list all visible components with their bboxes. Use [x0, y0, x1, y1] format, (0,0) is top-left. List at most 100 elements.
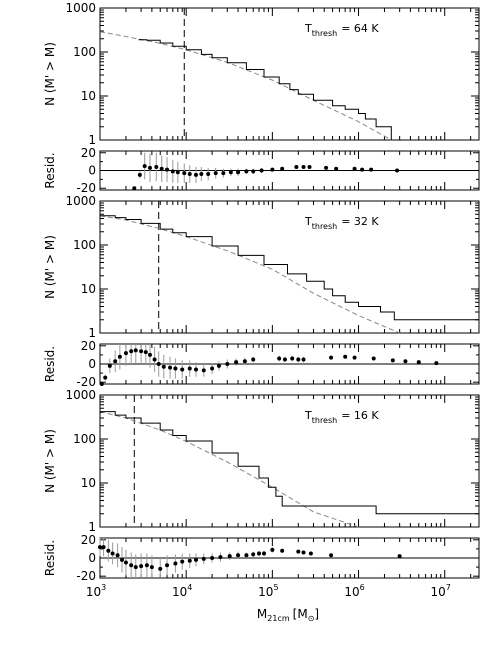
residual-point	[129, 563, 134, 568]
residual-point	[119, 557, 124, 562]
residual-point	[257, 551, 262, 556]
y-axis-label: N (M' > M)	[43, 235, 57, 299]
main-frame	[99, 394, 480, 528]
residual-point	[139, 349, 144, 354]
residual-point	[270, 547, 275, 552]
residual-point	[149, 565, 154, 570]
residual-plot: 20 0 -20 Resid.	[43, 146, 480, 195]
y-axis-label: N (M' > M)	[43, 42, 57, 106]
annotation-sub: thresh	[312, 29, 337, 38]
x-tick-base: 10	[172, 585, 187, 599]
residual-point	[106, 548, 111, 553]
resid-y-tick-label: 20	[81, 339, 96, 353]
resid-y-tick-label: 20	[81, 146, 96, 160]
residual-point	[110, 551, 115, 556]
residual-point	[123, 560, 128, 565]
residual-point	[244, 169, 249, 174]
annotation-sub: thresh	[312, 222, 337, 231]
panel-annotation: Tthresh = 16 K	[304, 409, 379, 425]
residual-point	[251, 357, 256, 362]
x-axis-label-sub: 21cm	[267, 614, 290, 623]
residual-point	[142, 164, 147, 169]
residual-point	[282, 357, 287, 362]
panel-3: 1 10 100 1000 N (M' > M) Tthresh = 16 K 20 0 -20 R…	[43, 388, 480, 599]
residual-point	[210, 556, 215, 560]
x-tick-base: 10	[258, 585, 273, 599]
residual-point	[343, 354, 348, 359]
residual-point	[187, 558, 192, 563]
residual-point	[132, 186, 137, 191]
residual-point	[144, 563, 149, 568]
residual-point	[182, 171, 187, 176]
main-frame	[99, 7, 480, 141]
residual-point	[390, 358, 395, 363]
residual-point	[225, 362, 230, 366]
y-tick-label: 100	[73, 432, 96, 446]
panel-annotation: Tthresh = 32 K	[304, 215, 379, 231]
residual-point	[117, 354, 122, 359]
resid-axis-label: Resid.	[43, 540, 57, 576]
residual-point	[180, 367, 185, 372]
residual-point	[165, 167, 170, 172]
residual-point	[216, 363, 221, 368]
fit-curve	[99, 31, 392, 141]
residual-point	[101, 545, 106, 550]
residual-point	[123, 351, 128, 356]
residual-point	[236, 170, 241, 175]
residual-point	[173, 366, 178, 371]
x-axis-label-unit: [M	[293, 607, 308, 621]
residual-point	[165, 563, 170, 568]
residual-point	[251, 552, 256, 557]
annotation-main: T	[304, 22, 312, 35]
residual-point	[403, 359, 408, 364]
panel-annotation: Tthresh = 64 K	[304, 22, 379, 38]
residual-point	[221, 171, 226, 176]
residual-point	[308, 551, 313, 556]
residual-point	[244, 553, 249, 558]
residual-point	[329, 553, 334, 558]
y-tick-label: 100	[73, 238, 96, 252]
annotation-main: T	[304, 215, 312, 228]
residual-point	[159, 166, 164, 171]
residual-point	[133, 565, 138, 570]
x-tick-exp: 4	[187, 583, 192, 592]
residual-point	[193, 557, 198, 562]
x-tick-label: 105	[258, 583, 278, 599]
residual-point	[301, 550, 306, 555]
residual-point	[143, 350, 148, 355]
residual-point	[139, 564, 144, 569]
residual-point	[227, 554, 232, 559]
y-tick-label: 10	[81, 89, 96, 103]
residual-point	[115, 553, 120, 558]
resid-y-tick-label: -20	[76, 569, 96, 583]
y-tick-label: 10	[81, 282, 96, 296]
residual-point	[147, 352, 152, 357]
residual-point	[397, 554, 402, 559]
residual-point	[137, 172, 142, 177]
x-axis-label-sun: ⊙	[308, 614, 315, 623]
residual-point	[395, 168, 400, 173]
residual-point	[193, 367, 198, 372]
x-tick-label: 103	[86, 583, 106, 599]
residual-point	[416, 360, 421, 365]
resid-axis-label: Resid.	[43, 152, 57, 188]
residual-point	[434, 361, 439, 366]
svg-text:M21cm[M⊙]: M21cm [M⊙]	[257, 607, 319, 623]
residual-point	[156, 362, 161, 366]
residual-point	[352, 355, 357, 360]
residual-point	[152, 357, 157, 362]
residual-point	[133, 348, 138, 353]
main-plot: 1 10 100 1000 N (M' > M) Tthresh = 32 K	[43, 194, 480, 340]
residual-point	[193, 172, 198, 177]
x-axis-label-main: M	[257, 607, 267, 621]
residual-point	[270, 167, 275, 172]
residual-point	[168, 365, 173, 370]
y-tick-label: 1000	[65, 1, 96, 15]
residual-point	[352, 166, 357, 171]
residual-point	[99, 382, 104, 386]
x-tick-exp: 5	[273, 583, 278, 592]
resid-y-tick-label: 0	[88, 357, 96, 371]
annotation-main: T	[304, 409, 312, 422]
annotation-value: = 16 K	[341, 409, 379, 422]
residual-point	[147, 165, 152, 170]
